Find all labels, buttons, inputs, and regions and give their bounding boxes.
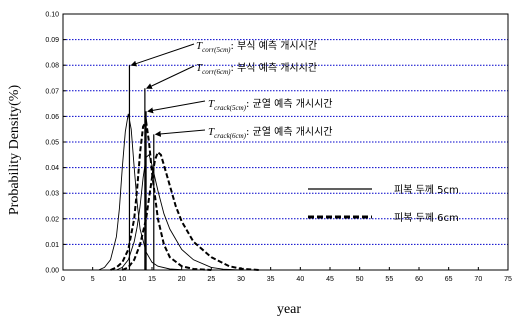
y-tick-label: 0.10	[45, 12, 59, 19]
x-tick-label: 55	[385, 276, 393, 283]
axis-ticks: 0.00 0.01 0.02 0.03 0.04 0.05 0.06 0.07 0.08 0.09…	[45, 12, 512, 284]
annotation-label: Tcorr(6cm): 부식 예측 개시시간	[196, 62, 317, 76]
annotation-subscript: corr(6cm)	[202, 68, 231, 76]
x-tick-label: 25	[207, 276, 215, 283]
y-tick-label: 0.05	[45, 140, 59, 147]
x-tick-label: 10	[118, 276, 126, 283]
annotation-subscript: corr(5cm)	[202, 46, 231, 54]
annotation-symbol: T	[196, 40, 203, 52]
x-tick-label: 40	[296, 276, 304, 283]
annotation-arrow	[130, 43, 195, 67]
series-line-2-2	[121, 150, 259, 271]
x-tick-label: 50	[356, 276, 364, 283]
x-tick-label: 15	[148, 276, 156, 283]
y-tick-label: 0.04	[45, 165, 59, 172]
annotation-symbol: T	[208, 126, 215, 138]
x-tick-label: 0	[61, 276, 65, 283]
y-tick-label: 0.00	[45, 268, 59, 275]
annotation-label: Tcrack(5cm): 균열 예측 개시시간	[208, 98, 333, 112]
x-tick-label: 35	[267, 276, 275, 283]
annotation-text: : 부식 예측 개시시간	[231, 62, 318, 74]
annotation-text: : 균열 예측 개시시간	[246, 98, 333, 110]
annotation-arrow	[145, 65, 195, 89]
x-tick-label: 45	[326, 276, 334, 283]
x-tick-label: 20	[178, 276, 186, 283]
annotation-subscript: crack(6cm)	[214, 132, 247, 140]
x-tick-label: 60	[415, 276, 423, 283]
series-line-2-1	[110, 118, 212, 271]
x-tick-label: 75	[504, 276, 512, 283]
y-tick-label: 0.03	[45, 191, 59, 198]
legend: 피복 두께 5cm 피복 두께 6cm	[308, 184, 459, 224]
legend-label-6cm: 피복 두께 6cm	[394, 212, 459, 224]
x-tick-label: 70	[474, 276, 482, 283]
annotation-arrow	[147, 100, 206, 114]
y-tick-label: 0.09	[45, 37, 59, 44]
annotation-arrow	[154, 129, 206, 137]
annotation-text: : 균열 예측 개시시간	[246, 126, 333, 138]
x-tick-label: 5	[91, 276, 95, 283]
y-tick-label: 0.08	[45, 63, 59, 70]
x-tick-label: 30	[237, 276, 245, 283]
series-line-1-1	[98, 113, 212, 271]
y-tick-label: 0.06	[45, 114, 59, 121]
plot-frame	[62, 13, 509, 271]
y-axis-label: Probability Density(%)	[7, 85, 22, 216]
legend-label-5cm: 피복 두께 5cm	[394, 184, 459, 196]
annotation-symbol: T	[196, 62, 203, 74]
y-tick-label: 0.01	[45, 242, 59, 249]
annotation-label: Tcrack(6cm): 균열 예측 개시시간	[208, 126, 333, 140]
vertical-markers	[128, 65, 155, 270]
annotation-symbol: T	[208, 98, 215, 110]
annotation-subscript: crack(5cm)	[214, 104, 247, 112]
annotation-text: : 부식 예측 개시시간	[231, 40, 318, 52]
x-axis-label: year	[277, 302, 301, 317]
annotation-label: Tcorr(5cm): 부식 예측 개시시간	[196, 40, 317, 54]
y-tick-label: 0.02	[45, 216, 59, 223]
x-tick-label: 65	[445, 276, 453, 283]
y-tick-label: 0.07	[45, 88, 59, 95]
